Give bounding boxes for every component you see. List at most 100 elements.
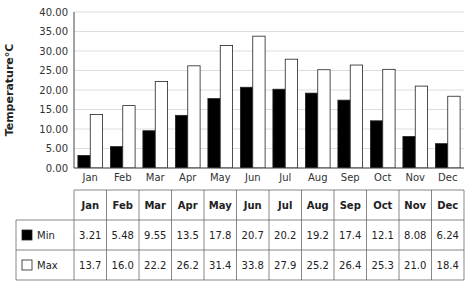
table-header: Mar [144,200,166,211]
table-value: 12.1 [372,230,394,241]
grid-line [74,31,464,32]
bar [155,81,167,168]
bar [240,87,252,168]
bar [338,100,350,168]
table-header: Dec [437,200,458,211]
grid-line [74,90,464,91]
grid-line [74,12,464,13]
table-rule [139,190,140,280]
y-tick-label: 15.00 [39,104,68,115]
table-rule [16,280,464,281]
y-tick-label: 30.00 [39,46,68,57]
table-rule [334,190,335,280]
table-rule [464,190,465,280]
table-value: 6.24 [437,230,459,241]
table-value: 13.5 [177,230,199,241]
table-rule [16,220,464,221]
table-value: 25.2 [307,260,329,271]
table-value: 13.7 [79,260,101,271]
x-tick-label: Jun [244,172,261,183]
table-header: Apr [178,200,198,211]
table-value: 5.48 [112,230,134,241]
table-header: Jan [80,200,99,211]
bar [273,89,285,168]
x-tick-label: Sep [341,172,360,183]
table-value: 21.0 [404,260,426,271]
table-rule [171,190,172,280]
table-header: Oct [373,200,392,211]
table-value: 16.0 [112,260,134,271]
x-tick-label: Apr [179,172,197,183]
y-tick-label: 20.00 [39,85,68,96]
table-value: 26.4 [339,260,361,271]
bar [143,131,155,168]
y-tick-labels: 0.005.0010.0015.0020.0025.0030.0035.0040… [39,7,68,174]
x-tick-labels: JanFebMarAprMayJunJulAugSepOctNovDec [82,172,458,183]
bar [123,106,135,168]
table-rule [16,250,464,251]
table-rule [301,190,302,280]
bar [435,144,447,168]
table-header: Nov [404,200,426,211]
bar [78,155,90,168]
legend-label: Max [37,260,58,271]
bar [305,93,317,168]
table-value: 31.4 [209,260,231,271]
table-header: Aug [307,200,329,211]
table-rule [204,190,205,280]
grid [74,12,464,168]
table-value: 3.21 [79,230,101,241]
table-rule [106,190,107,280]
bars [78,36,460,168]
table-value: 18.4 [437,260,459,271]
bar [220,46,232,168]
x-tick-label: Nov [405,172,425,183]
x-tick-label: Oct [374,172,391,183]
table-header: Sep [340,200,361,211]
table-value: 19.2 [307,230,329,241]
bar [208,99,220,168]
table-rule [269,190,270,280]
y-tick-label: 35.00 [39,26,68,37]
bar [90,115,102,168]
x-tick-label: Mar [146,172,166,183]
table-rule [236,190,237,280]
bar [383,69,395,168]
table-rule [366,190,367,280]
grid-line [74,168,464,169]
y-axis [74,12,75,168]
table-rule [16,220,17,280]
table-value: 33.8 [242,260,264,271]
table-value: 20.7 [242,230,264,241]
bar [285,59,297,168]
legend-label: Min [37,230,55,241]
grid-line [74,70,464,71]
bar [415,86,427,168]
table-rule [399,190,400,280]
bar [253,36,265,168]
legend-swatch [22,230,32,240]
table-value: 17.4 [339,230,361,241]
table-value: 17.8 [209,230,231,241]
table-header: Jul [277,200,292,211]
bar [350,65,362,168]
legend-swatch [22,260,32,270]
table-value: 22.2 [144,260,166,271]
bar [110,147,122,168]
x-tick-label: Dec [438,172,457,183]
table-value: 20.2 [274,230,296,241]
grid-line [74,51,464,52]
table-rule [431,190,432,280]
bar [403,136,415,168]
y-tick-label: 40.00 [39,7,68,18]
y-tick-label: 25.00 [39,65,68,76]
y-tick-label: 10.00 [39,124,68,135]
table-value: 27.9 [274,260,296,271]
table-value: 8.08 [404,230,426,241]
y-tick-label: 5.00 [46,143,68,154]
bar [448,96,460,168]
table-header: May [209,200,232,211]
x-tick-label: Jul [278,172,291,183]
bar [188,66,200,168]
x-tick-label: Feb [114,172,132,183]
